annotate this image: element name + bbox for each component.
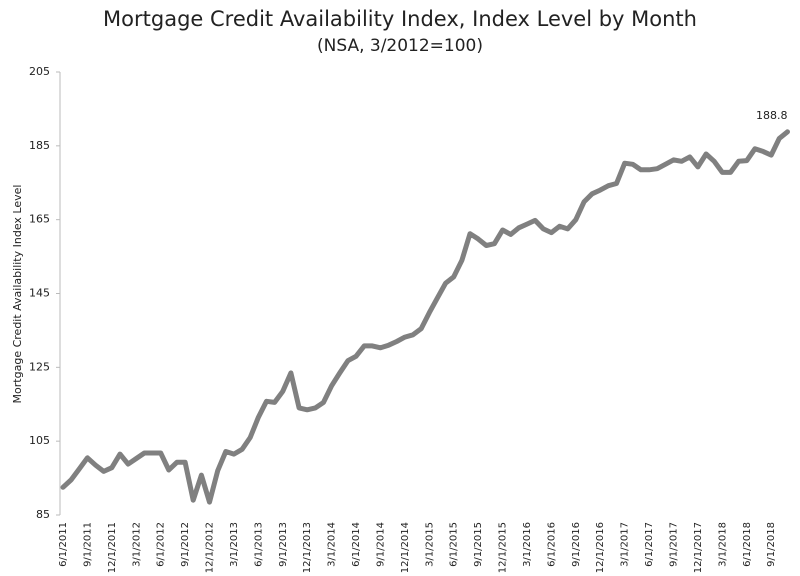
chart-subtitle: (NSA, 3/2012=100)	[317, 36, 483, 56]
data-line	[60, 129, 790, 505]
x-tick-label: 6/1/2016	[546, 522, 557, 567]
y-tick-label: 205	[29, 65, 50, 78]
x-tick-label: 3/1/2013	[229, 522, 240, 567]
data-label: 188.8	[756, 109, 788, 122]
x-tick-label: 3/1/2017	[620, 522, 631, 567]
y-tick-label: 165	[29, 213, 50, 226]
x-tick-label: 9/1/2017	[669, 522, 680, 567]
y-tick-label: 125	[29, 360, 50, 373]
x-tick-label: 6/1/2015	[449, 522, 460, 567]
y-tick-label: 145	[29, 287, 50, 300]
x-tick-label: 6/1/2012	[156, 522, 167, 567]
x-tick-label: 12/1/2014	[400, 522, 411, 573]
y-axis-label: Mortgage Credit Availability Index Level	[11, 185, 24, 404]
x-tick-label: 12/1/2011	[107, 522, 118, 573]
x-tick-label: 9/1/2016	[571, 522, 582, 567]
x-tick-label: 3/1/2016	[522, 522, 533, 567]
x-tick-label: 9/1/2018	[766, 522, 777, 567]
x-tick-label: 3/1/2015	[424, 522, 435, 567]
chart-title: Mortgage Credit Availability Index, Inde…	[103, 7, 697, 31]
x-tick-label: 6/1/2017	[644, 522, 655, 567]
x-tick-label: 3/1/2014	[327, 522, 338, 567]
x-tick-label: 6/1/2014	[351, 522, 362, 567]
y-tick-label: 185	[29, 139, 50, 152]
x-tick-label: 12/1/2015	[498, 522, 509, 573]
x-tick-label: 6/1/2011	[58, 522, 69, 567]
x-tick-label: 6/1/2018	[742, 522, 753, 567]
x-tick-label: 9/1/2014	[375, 522, 386, 567]
x-tick-label: 9/1/2015	[473, 522, 484, 567]
x-tick-label: 3/1/2012	[131, 522, 142, 567]
x-tick-label: 3/1/2018	[717, 522, 728, 567]
x-tick-label: 6/1/2013	[253, 522, 264, 567]
y-tick-label: 105	[29, 434, 50, 447]
x-tick-label: 12/1/2017	[693, 522, 704, 573]
x-tick-label: 12/1/2016	[595, 522, 606, 573]
x-tick-label: 9/1/2013	[278, 522, 289, 567]
x-tick-label: 9/1/2012	[180, 522, 191, 567]
x-tick-label: 12/1/2012	[205, 522, 216, 573]
x-tick-label: 9/1/2011	[82, 522, 93, 567]
x-tick-label: 12/1/2013	[302, 522, 313, 573]
y-tick-label: 85	[36, 508, 50, 521]
